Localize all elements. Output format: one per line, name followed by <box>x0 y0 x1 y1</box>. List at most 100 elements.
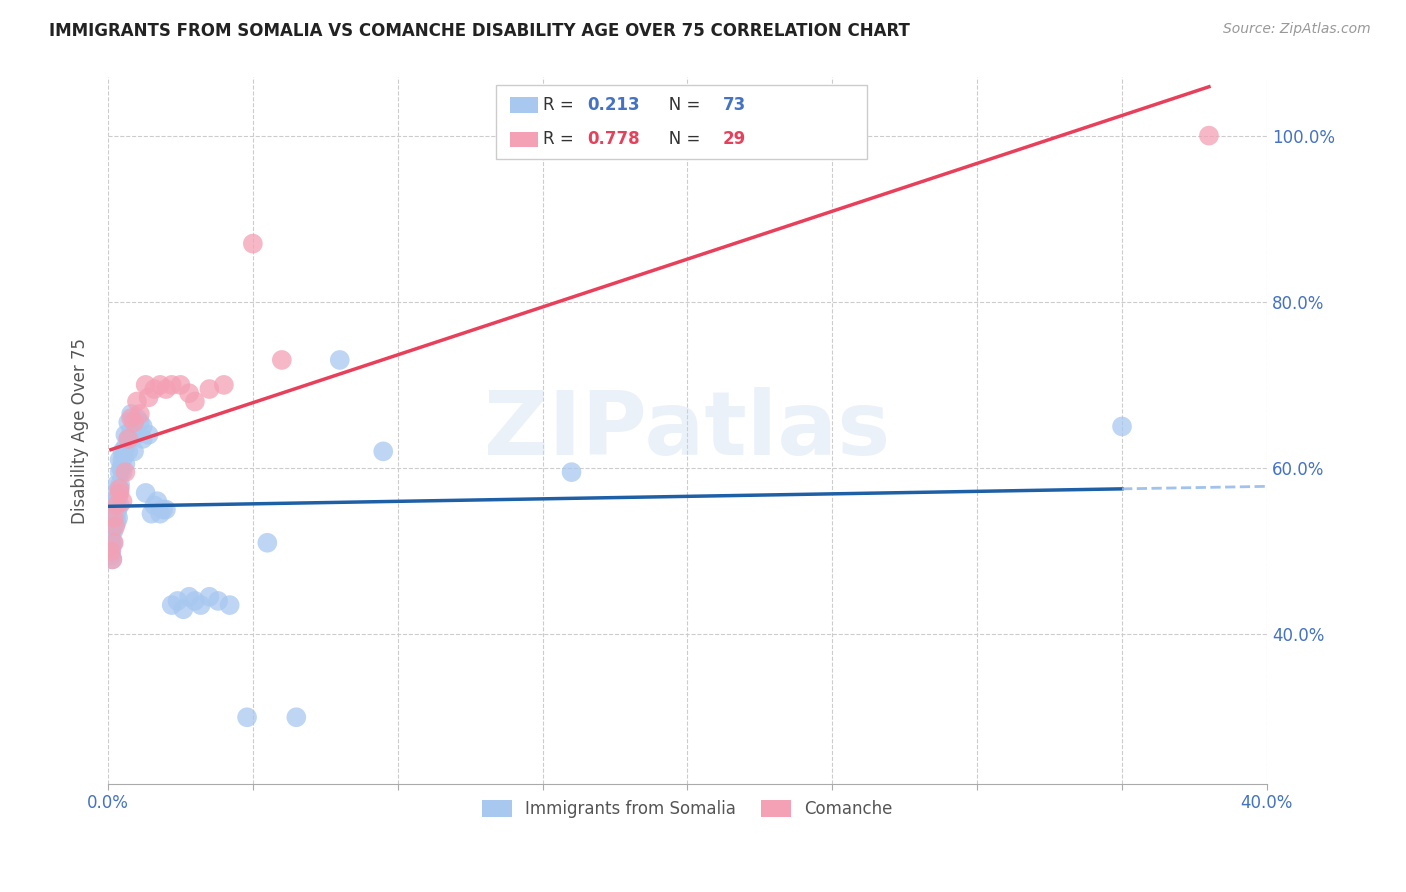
Text: 73: 73 <box>723 96 747 114</box>
Bar <box>510 132 538 147</box>
Point <box>122 415 145 429</box>
Point <box>135 377 157 392</box>
Point <box>256 535 278 549</box>
Point <box>143 499 166 513</box>
Text: R =: R = <box>543 96 579 114</box>
Point <box>329 353 352 368</box>
Point <box>112 449 135 463</box>
Point <box>108 486 131 500</box>
Text: 0.778: 0.778 <box>588 130 640 148</box>
Point <box>101 519 124 533</box>
Point <box>98 540 121 554</box>
Point <box>135 486 157 500</box>
Point <box>166 594 188 608</box>
Point <box>146 494 169 508</box>
Point <box>111 494 134 508</box>
Point <box>108 482 131 496</box>
Point <box>108 452 131 467</box>
Point <box>100 524 122 538</box>
Point <box>104 486 127 500</box>
Point <box>108 477 131 491</box>
Point <box>285 710 308 724</box>
Point <box>111 465 134 479</box>
Point <box>100 535 122 549</box>
Point <box>103 535 125 549</box>
Point <box>103 515 125 529</box>
Point <box>132 432 155 446</box>
Point <box>212 377 235 392</box>
Point <box>100 544 122 558</box>
Point <box>149 377 172 392</box>
Point <box>105 477 128 491</box>
Point <box>117 432 139 446</box>
Point <box>120 411 142 425</box>
Point <box>152 502 174 516</box>
Point <box>107 490 129 504</box>
Point <box>108 465 131 479</box>
Point <box>184 594 207 608</box>
Text: ZIPatlas: ZIPatlas <box>484 387 890 474</box>
Point <box>122 444 145 458</box>
Point <box>105 502 128 516</box>
Text: 0.213: 0.213 <box>588 96 640 114</box>
Point <box>103 524 125 538</box>
Text: N =: N = <box>654 130 706 148</box>
Text: R =: R = <box>543 130 579 148</box>
Point <box>138 390 160 404</box>
Point <box>104 507 127 521</box>
Point <box>155 382 177 396</box>
Point <box>108 499 131 513</box>
Y-axis label: Disability Age Over 75: Disability Age Over 75 <box>72 337 89 524</box>
Point <box>138 427 160 442</box>
Point <box>128 407 150 421</box>
Point <box>111 452 134 467</box>
Point <box>198 590 221 604</box>
Point <box>103 511 125 525</box>
Point <box>561 465 583 479</box>
Point <box>373 444 395 458</box>
Point <box>114 457 136 471</box>
Point <box>190 598 212 612</box>
Point <box>128 415 150 429</box>
Point <box>242 236 264 251</box>
Point <box>103 535 125 549</box>
Point <box>172 602 194 616</box>
Point <box>184 394 207 409</box>
Point <box>143 382 166 396</box>
Point <box>236 710 259 724</box>
Point <box>117 432 139 446</box>
FancyBboxPatch shape <box>496 85 868 159</box>
Point <box>218 598 240 612</box>
Point <box>103 494 125 508</box>
Point <box>141 507 163 521</box>
Point <box>105 499 128 513</box>
Point <box>111 444 134 458</box>
Point <box>107 511 129 525</box>
Point <box>122 427 145 442</box>
Point <box>120 407 142 421</box>
Point <box>110 461 132 475</box>
Point <box>114 427 136 442</box>
Point <box>125 394 148 409</box>
Point <box>105 507 128 521</box>
Point <box>160 377 183 392</box>
Text: N =: N = <box>654 96 706 114</box>
Point <box>149 507 172 521</box>
Legend: Immigrants from Somalia, Comanche: Immigrants from Somalia, Comanche <box>475 793 900 825</box>
Point <box>125 427 148 442</box>
Point <box>198 382 221 396</box>
Point <box>104 519 127 533</box>
Point <box>1198 128 1220 143</box>
Text: 29: 29 <box>723 130 747 148</box>
Point <box>179 590 201 604</box>
Point <box>103 507 125 521</box>
Point <box>117 444 139 458</box>
Point <box>100 544 122 558</box>
Point <box>270 353 292 368</box>
Point <box>207 594 229 608</box>
Point <box>132 419 155 434</box>
Point <box>105 515 128 529</box>
Point <box>98 532 121 546</box>
Point <box>100 527 122 541</box>
Point <box>103 499 125 513</box>
